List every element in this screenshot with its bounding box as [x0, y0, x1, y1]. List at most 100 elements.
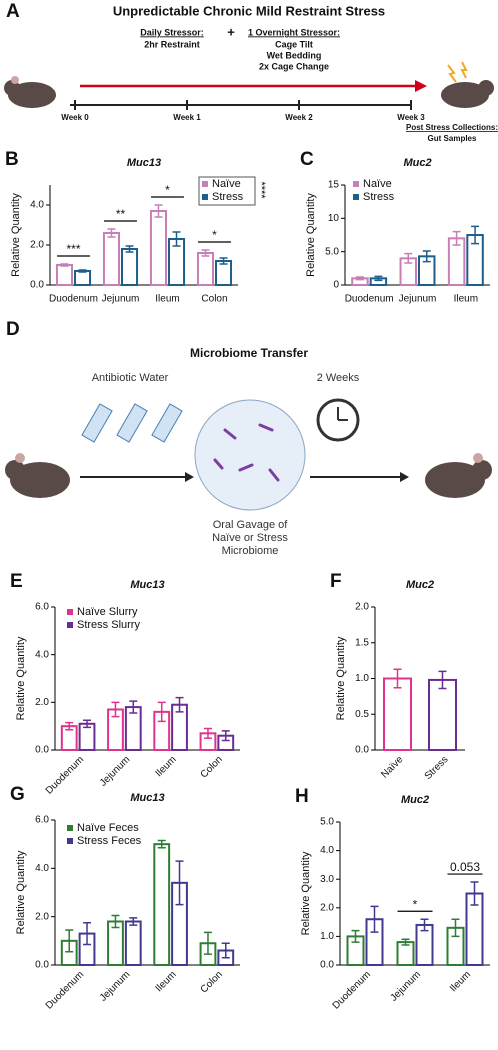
error-bar — [351, 929, 360, 943]
bacteria — [213, 423, 280, 482]
x-tick-label: Jejunum — [388, 969, 423, 1004]
label: Post Stress Collections: — [406, 123, 498, 132]
label: Wet Bedding — [267, 50, 322, 60]
significance-label: *** — [66, 242, 80, 256]
error-bar — [78, 269, 87, 273]
y-tick-label: 0.0 — [30, 280, 44, 291]
error-bar — [125, 245, 134, 253]
x-tick-label: Jejunum — [399, 294, 437, 305]
x-tick-label: Ileum — [448, 969, 473, 994]
x-tick-label: Ileum — [154, 754, 179, 779]
error-bar — [451, 918, 460, 938]
y-tick-label: 0.0 — [320, 960, 334, 971]
x-tick-label: Duodenum — [44, 754, 86, 796]
legend-label: Naïve Slurry — [77, 606, 138, 618]
error-bar — [175, 860, 184, 906]
diagram-title: Microbiome Transfer — [190, 346, 308, 360]
legend-label: Stress — [212, 191, 244, 203]
x-tick-label: Jejunum — [102, 294, 140, 305]
panel-letter: D — [6, 319, 20, 340]
y-tick-label: 6.0 — [35, 815, 49, 826]
y-tick-label: 4.0 — [35, 863, 49, 874]
error-bar — [422, 250, 431, 263]
panel-letter: G — [10, 784, 25, 805]
x-tick-label: Stress — [423, 754, 451, 782]
y-tick-label: 0.0 — [355, 745, 369, 756]
y-tick-label: 4.0 — [320, 845, 334, 856]
legend-label: Stress — [363, 191, 395, 203]
error-bar — [157, 701, 166, 723]
y-tick-label: 5.0 — [325, 246, 339, 257]
significance-label: 0.053 — [450, 860, 480, 874]
significance-label: * — [165, 183, 170, 197]
panel-letter: E — [10, 571, 23, 592]
chart-title: Muc13 — [127, 157, 161, 169]
label: + — [227, 24, 235, 39]
error-bar — [374, 275, 383, 282]
bar — [428, 678, 457, 751]
x-tick-label: Duodenum — [44, 969, 86, 1011]
x-tick-label: Colon — [201, 294, 227, 305]
error-bar — [452, 230, 461, 246]
label: 2hr Restraint — [144, 39, 200, 49]
label: Gut Samples — [428, 134, 477, 143]
water-bottles — [81, 403, 183, 443]
label: Cage Tilt — [275, 39, 313, 49]
y-tick-label: 0 — [333, 280, 339, 291]
x-tick-label: Duodenum — [49, 294, 98, 305]
significance-label: ** — [116, 207, 126, 221]
y-tick-label: 6.0 — [35, 602, 49, 613]
y-tick-label: 1.0 — [320, 931, 334, 942]
y-tick-label: 2.0 — [320, 902, 334, 913]
label: Microbiome — [222, 545, 279, 557]
y-axis-label: Relative Quantity — [10, 193, 22, 277]
y-tick-label: 10 — [328, 213, 340, 224]
bar — [124, 920, 142, 966]
y-tick-label: 1.0 — [355, 673, 369, 684]
bar — [383, 677, 412, 751]
panel-letter: B — [5, 149, 19, 170]
chart-title: Muc13 — [130, 792, 164, 804]
error-bar — [65, 929, 74, 953]
y-axis-label: Relative Quantity — [15, 850, 27, 934]
error-bar — [219, 257, 228, 265]
x-tick-label: Jejunum — [98, 754, 133, 789]
legend-label: Naïve Feces — [77, 822, 139, 834]
label: Naïve or Stress — [212, 532, 288, 544]
legend-swatch — [67, 825, 73, 831]
error-bar — [393, 668, 402, 689]
x-tick-label: Ileum — [155, 294, 179, 305]
y-tick-label: 1.5 — [355, 637, 369, 648]
error-bar — [221, 730, 230, 742]
error-bar — [111, 914, 120, 929]
label: 2 Weeks — [317, 372, 360, 384]
label: Daily Stressor: — [140, 27, 204, 37]
significance-label: * — [212, 228, 217, 242]
error-bar — [154, 204, 163, 218]
mouse — [425, 453, 492, 498]
week-label: Week 1 — [173, 113, 201, 122]
legend-swatch — [67, 622, 73, 628]
y-tick-label: 4.0 — [30, 200, 44, 211]
mouse — [441, 61, 494, 108]
legend-label: Stress Feces — [77, 835, 142, 847]
y-tick-label: 5.0 — [320, 817, 334, 828]
label: Oral Gavage of — [213, 519, 289, 531]
arrow-head — [185, 472, 194, 482]
error-bar — [129, 917, 138, 926]
y-tick-label: 15 — [328, 180, 340, 191]
bar — [55, 264, 73, 286]
x-tick-label: Ileum — [454, 294, 478, 305]
error-bar — [129, 700, 138, 714]
panel-letter: C — [300, 149, 314, 170]
bar — [74, 270, 92, 286]
x-tick-label: Colon — [199, 754, 225, 780]
error-bar — [83, 921, 92, 946]
panel-letter: F — [330, 571, 342, 592]
legend-label: Naïve — [212, 178, 241, 190]
bar — [153, 843, 171, 967]
x-tick-label: Ileum — [154, 969, 179, 994]
error-bar — [172, 231, 181, 247]
chart-title: Muc2 — [401, 794, 429, 806]
clock — [316, 398, 360, 442]
